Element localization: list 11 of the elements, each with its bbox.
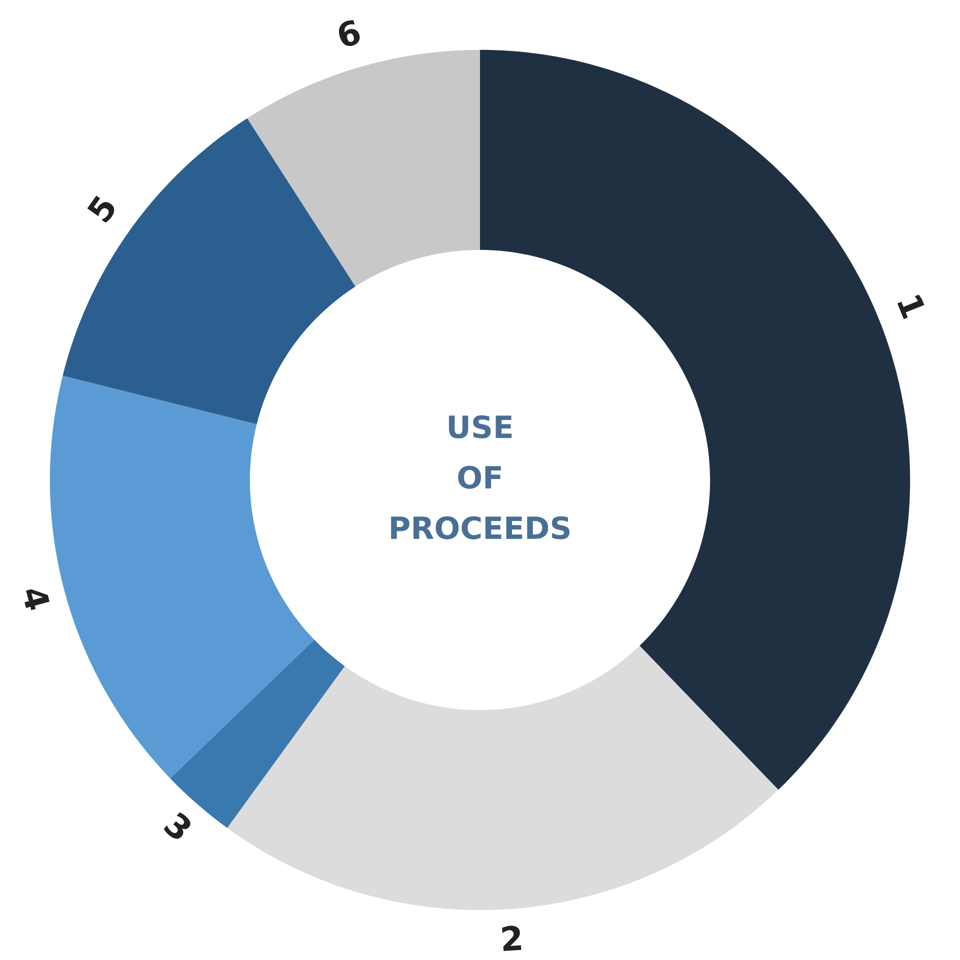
- donut-slice: [247, 50, 480, 286]
- slice-label: 2: [502, 925, 522, 952]
- slice-label: 1: [897, 294, 926, 320]
- slice-label: 3: [163, 810, 194, 842]
- donut-slice: [50, 376, 314, 778]
- slice-label: 5: [86, 194, 118, 224]
- donut-slice: [227, 646, 778, 910]
- slice-label: 6: [336, 18, 362, 48]
- slice-label: 4: [22, 586, 50, 612]
- donut-slice: [62, 118, 356, 424]
- text: USE OF PROCEEDS: [391, 415, 570, 540]
